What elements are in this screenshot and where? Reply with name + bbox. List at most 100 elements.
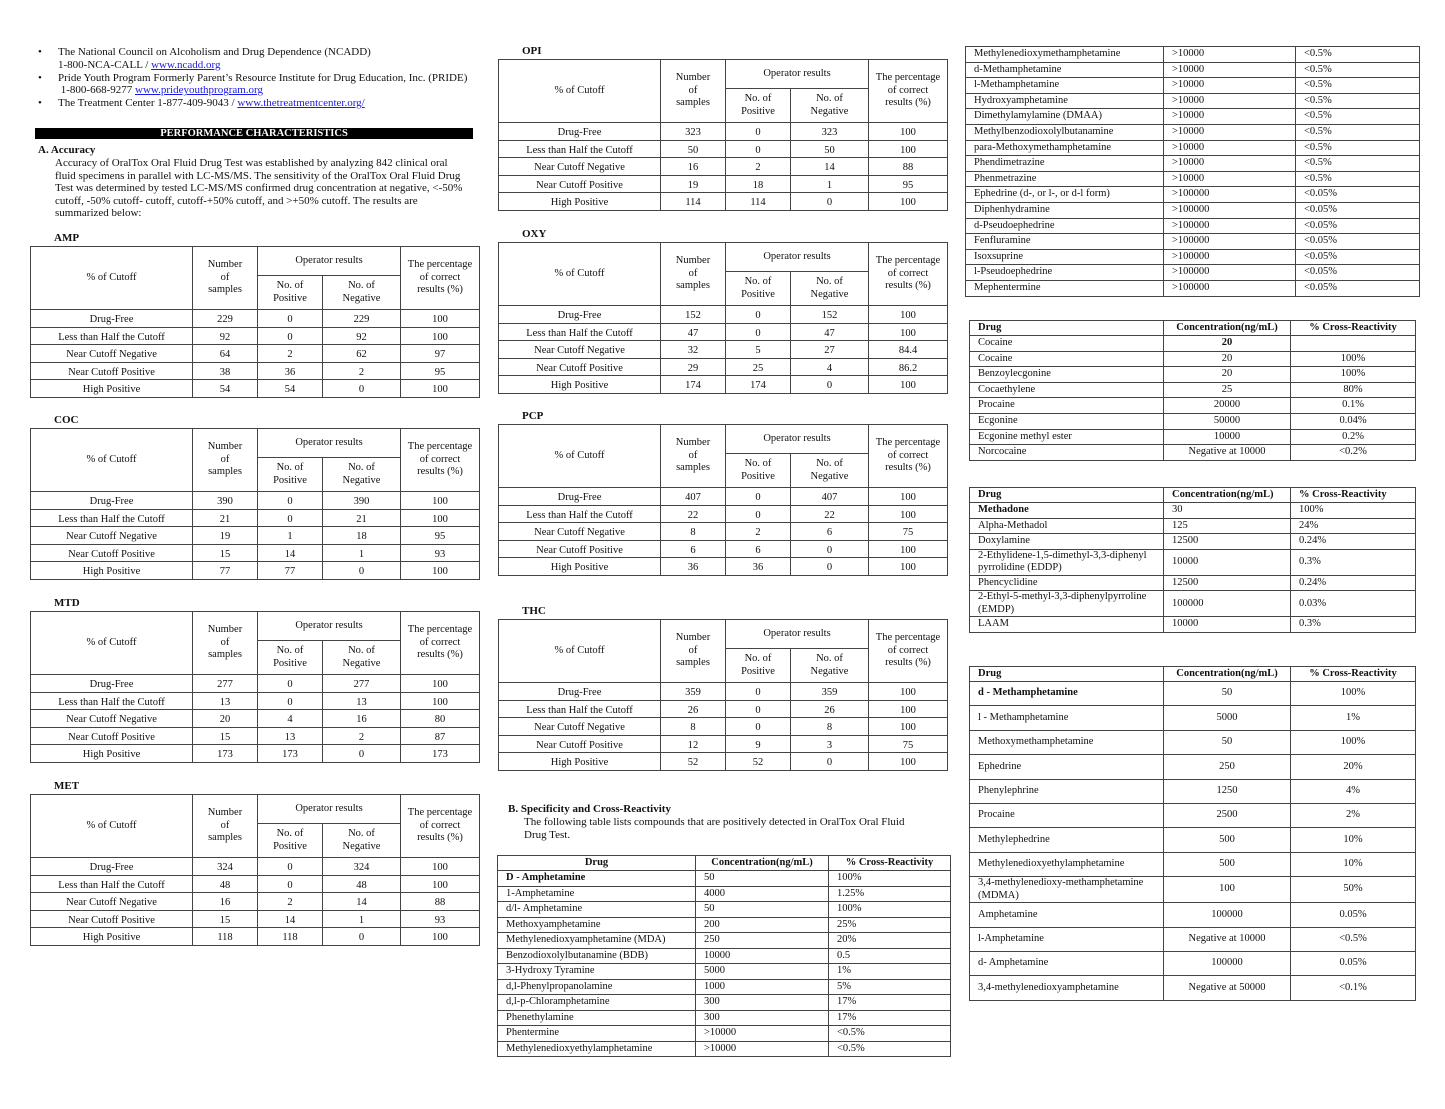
positive-cell: 0 (725, 682, 791, 701)
concentration-cell: 500 (1163, 851, 1291, 878)
negative-cell: 0 (789, 752, 870, 771)
drug-cell: d,l-p-Chloramphetamine (497, 994, 696, 1011)
concentration-cell: 500 (1163, 827, 1291, 853)
cutoff-cell: Near Cutoff Negative (30, 709, 193, 728)
positive-cell: 14 (257, 543, 323, 562)
cross-reactivity-cell: 0.05% (1290, 950, 1416, 977)
percent-cell: 80 (400, 709, 481, 728)
drug-cell: Cocaine (969, 350, 1164, 368)
header-operator-results: Operator results (256, 611, 402, 641)
cross-reactivity-cell: 17% (828, 994, 951, 1011)
drug-cell: Alpha-Methadol (969, 517, 1164, 535)
table-row: Diphenhydramine >100000 <0.05% (965, 201, 1420, 219)
negative-cell: 6 (789, 522, 870, 541)
drug-cell: l - Methamphetamine (969, 705, 1164, 731)
cross-reactivity-table-amphetamine: Drug Concentration(ng/mL)% Cross-Reactivi… (497, 855, 951, 1057)
header-negative: No. of Negative (321, 457, 402, 492)
cross-reactivity-cell: <0.05% (1295, 201, 1420, 219)
negative-cell: 26 (789, 699, 870, 718)
concentration-cell: >10000 (1163, 92, 1296, 110)
reference-treatment-center: The Treatment Center 1-877-409-9043 / ww… (34, 97, 484, 110)
negative-cell: 1 (321, 543, 402, 562)
table-row: Less than Half the Cutoff 22 0 22 100 (498, 504, 949, 523)
cross-reactivity-cell: <0.5% (1295, 155, 1420, 172)
header-positive: No. of Positive (725, 88, 791, 123)
table-row: Near Cutoff Negative 8 2 6 75 (498, 522, 949, 541)
header-cutoff: % of Cutoff (498, 619, 661, 683)
table-row: Mephentermine >100000 <0.05% (965, 279, 1420, 297)
header-percent-correct: The percentage of correct results (%) (400, 246, 481, 310)
cutoff-cell: Drug-Free (498, 487, 661, 506)
negative-cell: 27 (789, 340, 870, 359)
cross-reactivity-cell: <0.05% (1295, 279, 1420, 297)
drug-cell: d/l- Amphetamine (497, 901, 696, 918)
accuracy-table-thc: THC % of Cutoff Number of samples Operator … (498, 605, 949, 771)
cutoff-cell: Near Cutoff Positive (30, 361, 193, 380)
concentration-cell: 2500 (1163, 802, 1291, 829)
percent-cell: 100 (400, 379, 481, 398)
cutoff-cell: Drug-Free (30, 857, 193, 876)
cross-reactivity-cell: <0.05% (1295, 233, 1420, 250)
header-samples: Number of samples (660, 424, 726, 488)
samples-cell: 174 (660, 375, 726, 394)
drug-cell: para-Methoxymethamphetamine (965, 139, 1164, 157)
header-operator-results: Operator results (724, 242, 870, 272)
table-row: l-Methamphetamine >10000 <0.5% (965, 77, 1420, 94)
negative-cell: 62 (321, 344, 402, 363)
header-cross: % Cross-Reactivity (828, 855, 951, 871)
specificity-paragraph: The following table lists compounds that… (524, 816, 905, 841)
specificity-heading: B. Specificity and Cross-Reactivity (508, 803, 671, 815)
accuracy-table: % of Cutoff Number of samples Operator res… (498, 424, 949, 576)
table-row: d- Amphetamine 100000 0.05% (969, 950, 1416, 977)
cross-reactivity-cell: 1.25% (828, 885, 951, 902)
concentration-cell: 10000 (695, 947, 829, 964)
table-row: Benzoylecgonine 20 100% (969, 366, 1416, 383)
header-cross: % Cross-Reactivity (1290, 487, 1416, 503)
percent-cell: 100 (400, 309, 481, 328)
concentration-cell: >100000 (1163, 264, 1296, 281)
table-row: Methylenedioxyethylamphetamine >10000 <0.5… (497, 1040, 951, 1057)
cutoff-cell: Near Cutoff Positive (30, 543, 193, 562)
reference-phone: 1-800-668-9277 (60, 84, 135, 97)
cross-reactivity-cell: 100% (1290, 366, 1416, 383)
table-row: Near Cutoff Negative 64 2 62 97 (30, 344, 481, 363)
header-percent-correct: The percentage of correct results (%) (868, 619, 949, 683)
ncadd-link[interactable]: www.ncadd.org (151, 58, 221, 71)
positive-cell: 0 (257, 691, 323, 710)
header-operator-results: Operator results (724, 59, 870, 89)
negative-cell: 2 (321, 726, 402, 745)
header-operator-results: Operator results (256, 794, 402, 824)
cutoff-cell: Drug-Free (30, 674, 193, 693)
concentration-cell: >100000 (1163, 233, 1296, 250)
negative-cell: 21 (321, 508, 402, 527)
negative-cell: 1 (321, 909, 402, 928)
cross-reactivity-table-cocaine: Drug Concentration(ng/mL)% Cross-Reactivi… (969, 320, 1416, 461)
negative-cell: 92 (321, 326, 402, 345)
percent-cell: 100 (868, 122, 949, 141)
cutoff-cell: Less than Half the Cutoff (30, 874, 193, 893)
concentration-cell: 10000 (1163, 548, 1291, 576)
positive-cell: 1 (257, 526, 323, 545)
table-row: Ephedrine (d-, or l-, or d-l form) >10000… (965, 186, 1420, 203)
drug-cell: Methylenedioxyethylamphetamine (969, 851, 1164, 878)
percent-cell: 100 (868, 539, 949, 558)
cross-reactivity-cell: 20% (828, 932, 951, 949)
concentration-cell: 20 (1163, 335, 1291, 352)
header-positive: No. of Positive (725, 271, 791, 306)
cutoff-cell: High Positive (30, 561, 193, 580)
cutoff-cell: Near Cutoff Positive (498, 174, 661, 193)
table-row: Near Cutoff Negative 19 1 18 95 (30, 526, 481, 545)
cross-reactivity-cell: <0.2% (1290, 444, 1416, 461)
positive-cell: 13 (257, 726, 323, 745)
header-cross: % Cross-Reactivity (1290, 666, 1416, 682)
treatment-center-link[interactable]: www.thetreatmentcenter.org/ (237, 97, 365, 110)
pride-link[interactable]: www.prideyouthprogram.org (135, 84, 264, 97)
concentration-cell: >10000 (695, 1025, 829, 1042)
positive-cell: 0 (725, 487, 791, 506)
percent-cell: 100 (868, 557, 949, 576)
percent-cell: 100 (868, 375, 949, 394)
concentration-cell: 50000 (1163, 412, 1291, 430)
samples-cell: 19 (192, 526, 258, 545)
cutoff-cell: Near Cutoff Negative (30, 892, 193, 911)
cross-reactivity-cell: 0.3% (1290, 616, 1416, 633)
